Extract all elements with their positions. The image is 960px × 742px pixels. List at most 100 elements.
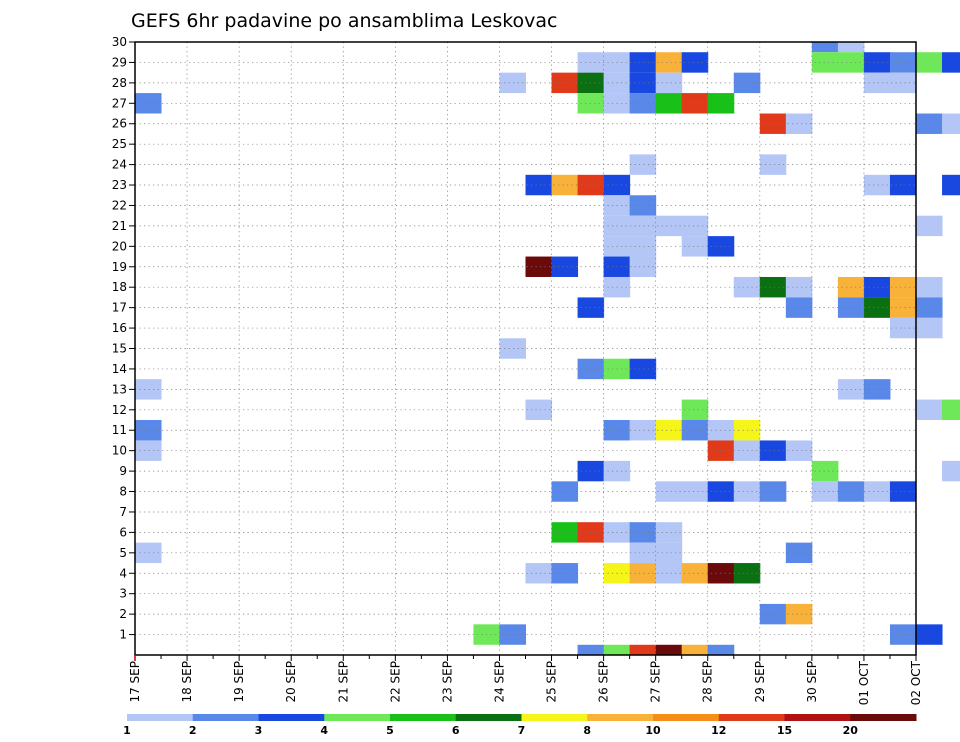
heatmap-cell [655, 542, 683, 564]
heatmap-cell [889, 317, 917, 339]
heatmap-cell [916, 297, 943, 318]
heatmap-cell [916, 52, 943, 73]
heatmap-cell [655, 522, 683, 543]
heatmap-cell [942, 460, 960, 482]
heatmap-cell [681, 52, 709, 73]
y-tick-label: 14 [112, 362, 127, 376]
y-tick-label: 12 [112, 403, 127, 417]
y-tick-label: 8 [119, 485, 127, 499]
heatmap-cell [135, 93, 162, 114]
colorbar-segment [718, 714, 785, 721]
x-tick-label: 18 SEP [180, 661, 194, 703]
heatmap-cell [655, 93, 683, 114]
heatmap-cell [135, 440, 162, 461]
heatmap-cell [551, 174, 579, 196]
x-tick-label: 25 SEP [545, 661, 559, 703]
y-tick-label: 10 [112, 444, 127, 458]
colorbar-label: 15 [777, 724, 792, 737]
colorbar-label: 12 [711, 724, 726, 737]
y-tick-label: 22 [112, 198, 127, 212]
heatmap-cell [681, 481, 709, 502]
heatmap-cell [629, 215, 657, 237]
y-tick-label: 19 [112, 260, 127, 274]
x-tick-label: 21 SEP [336, 661, 350, 703]
x-axis: 17 SEP 18 SEP 19 SEP 20 SEP 21 SEP 22 SEP 23 S… [128, 655, 923, 705]
heatmap-cell [889, 276, 917, 298]
heatmap-cell [629, 542, 657, 564]
heatmap-cell [863, 72, 891, 94]
heatmap-cell [889, 481, 917, 502]
heatmap-cell [629, 522, 657, 543]
colorbar-label: 10 [645, 724, 661, 737]
x-tick-label: 02 OCT [909, 660, 923, 705]
colorbar-label: 4 [320, 724, 328, 737]
heatmap-cell [629, 93, 657, 114]
heatmap-cell [551, 72, 579, 94]
heatmap-cell [863, 297, 891, 318]
heatmap-cell [525, 256, 553, 277]
heatmap-cell [577, 174, 605, 196]
heatmap-cell [499, 338, 526, 359]
heatmap-cell [889, 72, 917, 94]
heatmap-cell [629, 563, 657, 584]
heatmap-cell [942, 113, 960, 134]
heatmap-cell [629, 236, 657, 257]
colorbar-label: 6 [452, 724, 460, 737]
heatmap-cell [942, 52, 960, 73]
x-tick-label: 28 SEP [701, 661, 715, 703]
heatmap-cell [785, 297, 813, 318]
heatmap-cell [916, 317, 943, 339]
y-tick-label: 30 [112, 35, 127, 49]
heatmap-cell [629, 52, 657, 73]
heatmap-cell [942, 399, 960, 421]
heatmap-cell [785, 603, 813, 625]
heatmap-cell [681, 399, 709, 421]
heatmap-cell [577, 72, 605, 94]
colorbar-label: 5 [386, 724, 394, 737]
y-tick-label: 27 [112, 96, 127, 110]
heatmap-cell [525, 174, 553, 196]
x-tick-label: 29 SEP [753, 661, 767, 703]
heatmap-cell [135, 542, 162, 564]
heatmap-cell [655, 420, 683, 441]
heatmap-cell [889, 52, 917, 73]
y-tick-label: 1 [119, 628, 127, 642]
heatmap-cell [681, 93, 709, 114]
y-tick-label: 13 [112, 382, 127, 396]
y-axis: 1234567891011121314151617181920212223242… [112, 35, 135, 642]
heatmap-cell [759, 113, 787, 134]
y-tick-label: 29 [112, 55, 127, 69]
heatmap-cell [811, 460, 839, 482]
heatmap-cell [681, 236, 709, 257]
colorbar-segment [455, 714, 522, 721]
heatmap-cell [916, 215, 943, 237]
x-tick-label: 27 SEP [649, 661, 663, 703]
heatmap-cell [135, 379, 162, 400]
heatmap-cell [916, 113, 943, 134]
colorbar-label: 20 [843, 724, 859, 737]
heatmap-cell [681, 420, 709, 441]
x-tick-label: 24 SEP [492, 661, 506, 703]
colorbar-segment [784, 714, 851, 721]
heatmap-cell [837, 42, 865, 53]
heatmap-cell [603, 644, 631, 655]
heatmap-cell [889, 297, 917, 318]
heatmap-cell [655, 481, 683, 502]
heatmap-cell [655, 52, 683, 73]
chart-title: GEFS 6hr padavine po ansamblima Leskovac [131, 10, 558, 32]
y-tick-label: 11 [112, 423, 127, 437]
colorbar-segment [258, 714, 325, 721]
x-tick-label: 17 SEP [128, 661, 142, 703]
heatmap-cell [551, 256, 579, 277]
heatmap-cell [759, 440, 787, 461]
heatmap-cell [916, 276, 943, 298]
y-tick-label: 23 [112, 178, 127, 192]
heatmap-cell [811, 52, 839, 73]
heatmap-cell [681, 563, 709, 584]
y-tick-label: 17 [112, 301, 127, 315]
heatmap-cell [889, 624, 917, 645]
x-tick-label: 23 SEP [440, 661, 454, 703]
y-tick-label: 9 [119, 464, 127, 478]
y-tick-label: 20 [112, 239, 127, 253]
